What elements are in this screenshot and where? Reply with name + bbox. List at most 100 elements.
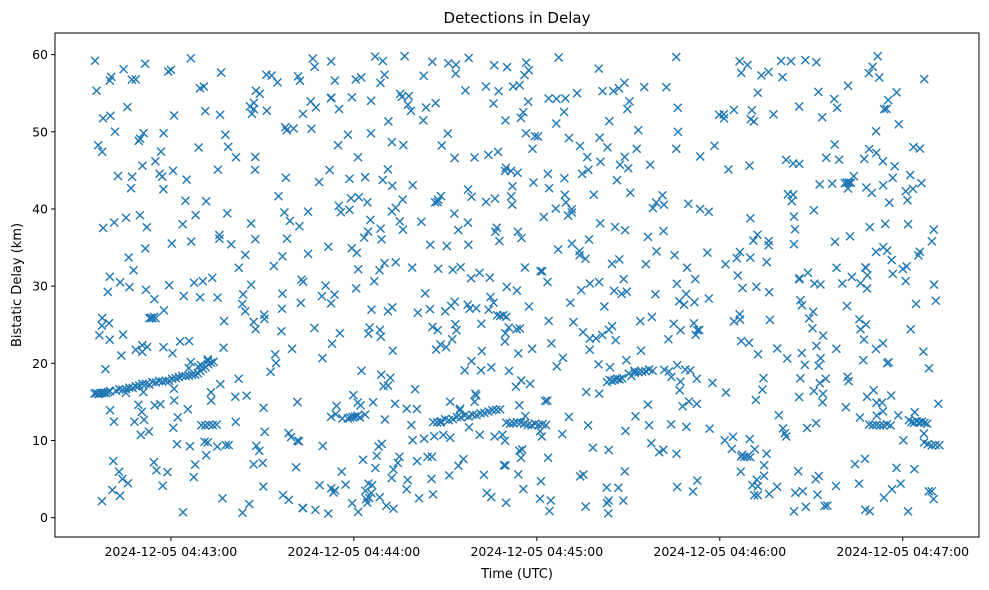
- data-point: [545, 506, 554, 516]
- data-point: [453, 225, 463, 235]
- data-point: [131, 381, 141, 391]
- data-point: [366, 96, 376, 106]
- data-point: [246, 219, 256, 228]
- data-point: [310, 323, 319, 333]
- data-point: [172, 439, 182, 449]
- data-point: [400, 51, 410, 61]
- data-point: [323, 509, 333, 518]
- data-point: [692, 374, 702, 384]
- data-point: [481, 82, 491, 91]
- data-point: [794, 273, 804, 283]
- data-point: [521, 58, 531, 68]
- data-point: [602, 483, 612, 492]
- data-point: [167, 374, 177, 384]
- data-point: [607, 376, 617, 386]
- data-point: [505, 419, 515, 429]
- data-point: [402, 404, 412, 414]
- data-point: [933, 399, 943, 409]
- data-point: [105, 335, 115, 345]
- data-point: [186, 53, 196, 63]
- data-point: [129, 265, 139, 275]
- data-point: [383, 116, 393, 126]
- data-point: [142, 342, 152, 352]
- data-point: [134, 136, 144, 146]
- data-point: [136, 430, 146, 440]
- data-point: [234, 374, 244, 384]
- data-point: [303, 207, 313, 217]
- data-point: [406, 106, 416, 116]
- data-point: [327, 339, 337, 349]
- data-point: [348, 390, 358, 400]
- data-point: [864, 68, 874, 78]
- data-point: [497, 430, 507, 440]
- data-point: [398, 195, 408, 205]
- data-point: [105, 405, 115, 415]
- data-point: [168, 166, 178, 176]
- data-point: [240, 250, 250, 260]
- data-point: [451, 69, 461, 79]
- data-point: [463, 240, 473, 250]
- data-point: [874, 73, 884, 82]
- data-point: [906, 324, 916, 334]
- data-point: [659, 200, 669, 210]
- data-point: [594, 359, 603, 369]
- data-point: [326, 56, 336, 66]
- data-point: [471, 303, 481, 313]
- data-point: [222, 208, 232, 218]
- data-point: [467, 192, 477, 202]
- data-point: [847, 272, 857, 282]
- data-point: [861, 263, 871, 273]
- data-point: [294, 221, 304, 231]
- data-point: [504, 323, 514, 332]
- data-point: [860, 454, 870, 464]
- data-point: [486, 362, 496, 372]
- data-point: [535, 426, 545, 436]
- data-point: [903, 195, 912, 205]
- data-point: [421, 103, 431, 112]
- data-point: [103, 287, 113, 297]
- data-point: [735, 247, 745, 257]
- data-point: [267, 71, 277, 80]
- data-point: [169, 396, 179, 405]
- data-point: [872, 411, 882, 421]
- data-point: [470, 397, 480, 407]
- data-point: [879, 493, 889, 503]
- data-point: [416, 217, 426, 227]
- data-point: [481, 197, 491, 207]
- data-point: [451, 60, 461, 70]
- data-point: [501, 461, 510, 470]
- data-point: [366, 128, 376, 138]
- data-point: [603, 508, 613, 518]
- data-point: [407, 263, 417, 273]
- data-point: [258, 482, 268, 492]
- data-point: [658, 445, 668, 455]
- data-point: [778, 423, 788, 433]
- data-point: [140, 59, 150, 69]
- data-point: [695, 204, 705, 214]
- data-point: [861, 183, 871, 192]
- data-point: [402, 484, 412, 494]
- y-tick-label: 10: [32, 433, 48, 448]
- data-point: [486, 492, 496, 502]
- data-point: [244, 499, 254, 509]
- data-point: [137, 407, 147, 417]
- data-point: [623, 163, 633, 173]
- data-point: [871, 148, 881, 158]
- data-point: [249, 459, 259, 469]
- data-point: [109, 218, 119, 227]
- data-point: [380, 415, 390, 424]
- data-point: [135, 210, 145, 220]
- data-point: [368, 397, 378, 407]
- data-point: [516, 453, 526, 463]
- data-point: [595, 133, 605, 143]
- data-point: [398, 140, 408, 150]
- data-point: [927, 440, 937, 450]
- data-point: [388, 465, 398, 474]
- data-point: [565, 298, 575, 308]
- x-tick-label: 2024-12-05 04:47:00: [836, 544, 969, 559]
- data-point: [594, 64, 604, 74]
- data-point: [594, 277, 604, 287]
- data-point: [159, 342, 168, 352]
- data-point: [430, 197, 440, 207]
